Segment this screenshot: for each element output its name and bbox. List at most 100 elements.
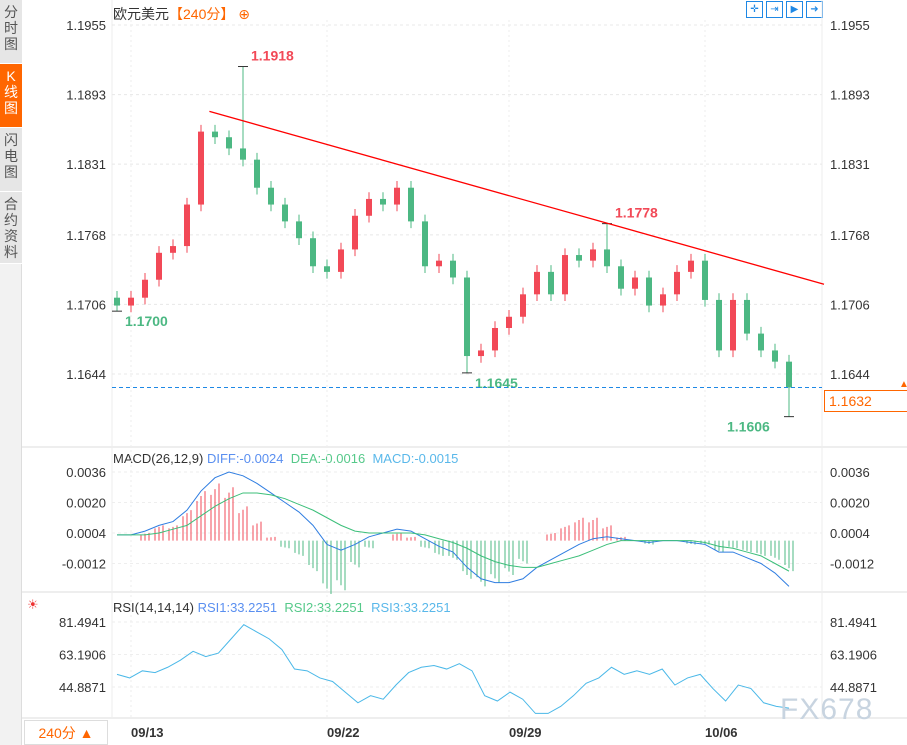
candle-body [338,249,344,272]
candle-body [744,299,750,334]
candle-body [226,137,232,149]
candle-body [394,187,400,205]
candle-body [282,204,288,222]
candle-body [436,260,442,267]
tab-timeshare[interactable]: 分时图 [0,0,22,64]
macd-tick-left: 0.0004 [66,526,106,541]
rsi1: RSI1:33.2251 [197,600,278,615]
add-icon[interactable]: ⊕ [238,6,250,22]
candle-body [674,271,680,295]
y-tick-label-left: 1.1706 [66,297,106,312]
y-tick-label-right: 1.1893 [830,88,870,103]
y-tick-label-right: 1.1955 [830,18,870,33]
macd-tick-left: -0.0012 [62,557,106,572]
candle-body [268,187,274,205]
x-tick-label: 10/06 [705,725,738,740]
candle-body [702,260,708,300]
candle-body [156,252,162,280]
rsi-tick-right: 81.4941 [830,615,877,630]
candle-body [646,277,652,306]
tab-contract-info[interactable]: 合约资料 [0,192,22,264]
candle-body [128,297,134,306]
macd-tick-right: 0.0020 [830,496,870,511]
candle-body [324,266,330,272]
candle-body [422,221,428,267]
candle-body [576,255,582,261]
play-icon[interactable]: ▶ [786,1,803,18]
rsi-tick-right: 44.8871 [830,680,877,695]
candle-body [450,260,456,278]
trend-line [209,110,825,285]
candle-body [212,131,218,138]
rsi-line [116,624,790,714]
y-tick-label-right: 1.1644 [830,367,870,382]
candle-body [366,198,372,216]
settings-sun-icon[interactable]: ☀ [27,597,39,612]
candle-body [772,350,778,362]
tab-kline[interactable]: K线图 [0,64,22,128]
candle-body [520,294,526,317]
candle-body [142,279,148,298]
macd-tick-right: -0.0012 [830,557,874,572]
candle-body [786,361,792,388]
candle-body [632,277,638,289]
candle-body [730,299,736,351]
macd-diff-line [117,471,790,587]
candle-body [198,131,204,205]
rsi2: RSI2:33.2251 [284,600,364,615]
candle-body [170,246,176,253]
price-annotation: 1.1606 [727,419,770,435]
symbol-name: 欧元美元 [113,6,169,22]
candle-body [478,350,484,357]
candle-body [688,260,694,272]
candle-body [618,266,624,289]
macd-header: MACD(26,12,9) DIFF:-0.0024 DEA:-0.0016 M… [113,451,458,466]
period-label[interactable]: 【240分】 [169,6,235,22]
rsi-tick-left: 44.8871 [59,680,106,695]
period-selector-button[interactable]: 240分 ▲ [24,720,108,745]
y-tick-label-left: 1.1831 [66,157,106,172]
candle-body [464,277,470,357]
macd-tick-left: 0.0020 [66,496,106,511]
rsi-tick-right: 63.1906 [830,648,877,663]
tab-flash[interactable]: 闪电图 [0,128,22,192]
x-tick-label: 09/29 [509,725,542,740]
x-tick-label: 09/13 [131,725,164,740]
macd-diff: DIFF:-0.0024 [206,451,284,466]
sidebar: 分时图 K线图 闪电图 合约资料 [0,0,22,745]
macd-tick-right: 0.0036 [830,465,870,480]
candle-body [310,238,316,267]
arrow-up-icon: ▲ [899,379,907,390]
rsi3: RSI3:33.2251 [371,600,451,615]
candle-body [352,215,358,250]
candle-body [758,333,764,351]
price-annotation: 1.1778 [615,205,658,221]
rsi-header: RSI(14,14,14) RSI1:33.2251 RSI2:33.2251 … [113,600,451,615]
macd-value: MACD:-0.0015 [372,451,459,466]
crosshair-icon[interactable]: ✛ [746,1,763,18]
candle-body [660,294,666,306]
candle-body [548,271,554,295]
rsi-tick-left: 81.4941 [59,615,106,630]
macd-tick-left: 0.0036 [66,465,106,480]
candle-body [296,221,302,239]
zoom-in-icon[interactable]: ⇥ [766,1,783,18]
rsi-tick-left: 63.1906 [59,648,106,663]
rsi-name: RSI(14,14,14) [113,600,194,615]
candle-body [114,297,120,306]
candle-body [506,316,512,328]
macd-name: MACD(26,12,9) [113,451,204,466]
y-tick-label-right: 1.1768 [830,228,870,243]
watermark-logo: FX678 [780,693,874,726]
y-tick-label-left: 1.1955 [66,18,106,33]
candle-body [590,249,596,261]
candle-body [240,148,246,160]
price-annotation: 1.1918 [251,48,294,64]
y-tick-label-right: 1.1706 [830,297,870,312]
candle-body [184,204,190,247]
macd-dea-line [117,492,790,572]
candle-body [534,271,540,295]
macd-tick-right: 0.0004 [830,526,870,541]
candle-body [380,198,386,205]
